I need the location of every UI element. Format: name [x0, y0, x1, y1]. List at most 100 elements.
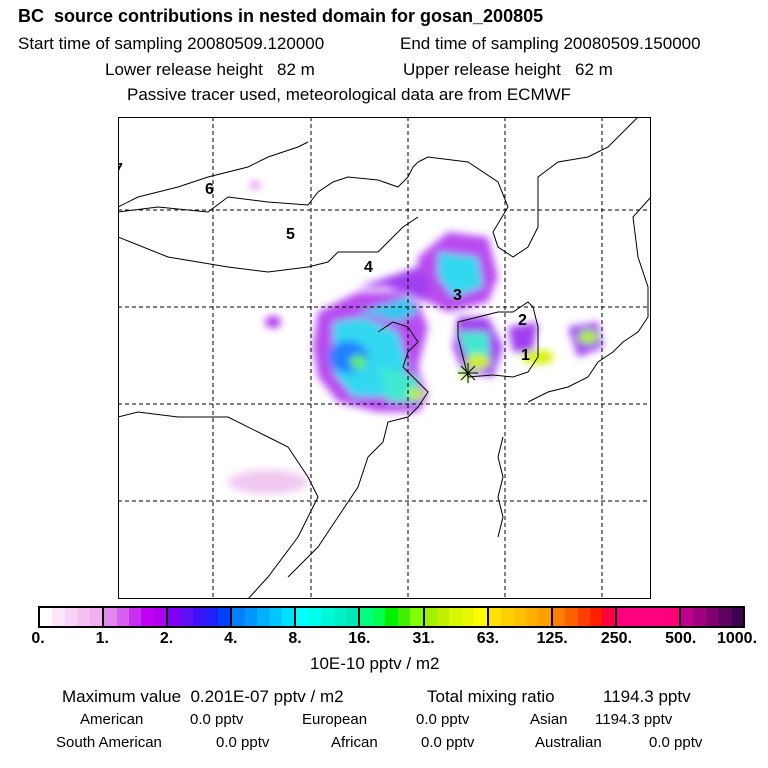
colorbar-segment — [168, 608, 233, 626]
colorbar-swatch — [565, 608, 578, 626]
receptor-asterisk-icon — [458, 363, 478, 383]
colorbar-swatch — [244, 608, 258, 626]
colorbar-swatch — [346, 608, 359, 626]
colorbar-unit: 10E-10 pptv / m2 — [310, 654, 440, 673]
colorbar-swatch — [410, 608, 423, 626]
colorbar-swatch — [116, 608, 129, 626]
colorbar-swatch — [168, 608, 181, 626]
region-name: American — [80, 711, 144, 728]
colorbar-swatch — [705, 608, 719, 626]
day-label-5: 5 — [286, 226, 295, 243]
colorbar-segment — [232, 608, 297, 626]
colorbar-segment — [360, 608, 425, 626]
colorbar-swatch — [449, 608, 462, 626]
colorbar-swatch — [232, 608, 245, 626]
colorbar-swatch — [525, 608, 539, 626]
region-name: European — [302, 711, 368, 728]
colorbar-segment — [680, 608, 744, 626]
figure-title: BC source contributions in nested domain… — [18, 6, 544, 26]
colorbar-swatch — [641, 608, 655, 626]
region-value: 0.0 pptv — [649, 734, 703, 751]
colorbar-swatch — [308, 608, 322, 626]
colorbar-swatch — [321, 608, 334, 626]
day-label-1: 1 — [521, 347, 530, 364]
coastlines — [118, 117, 651, 599]
colorbar-tick-label: 8. — [288, 630, 302, 647]
colorbar-segment — [296, 608, 361, 626]
colorbar-swatch — [205, 608, 218, 626]
colorbar-swatch — [372, 608, 386, 626]
colorbar-segment — [488, 608, 553, 626]
map-panel: 1 2 3 4 5 6 7 — [118, 117, 651, 599]
colorbar-swatch — [693, 608, 706, 626]
colorbar-tick-label: 1. — [95, 630, 109, 647]
max-value: Maximum value 0.201E-07 pptv / m2 — [62, 687, 344, 706]
colorbar-swatch — [629, 608, 642, 626]
day-label-4: 4 — [364, 259, 373, 276]
colorbar-segment — [104, 608, 169, 626]
colorbar-swatch — [654, 608, 667, 626]
region-value: 0.0 pptv — [216, 734, 270, 751]
colorbar-swatch — [128, 608, 142, 626]
colorbar-swatch — [333, 608, 347, 626]
colorbar-tick-label: 63. — [476, 630, 500, 647]
colorbar-swatch — [501, 608, 514, 626]
region-value: 0.0 pptv — [416, 711, 470, 728]
upper-release-height: Upper release height 62 m — [403, 60, 613, 79]
colorbar-swatch — [666, 608, 679, 626]
tracer-note: Passive tracer used, meteorological data… — [127, 85, 572, 104]
colorbar-swatch — [602, 608, 615, 626]
colorbar-swatch — [193, 608, 206, 626]
colorbar-swatch — [513, 608, 526, 626]
day-label-3: 3 — [453, 287, 462, 304]
colorbar-swatch — [436, 608, 450, 626]
region-value: 0.0 pptv — [190, 711, 244, 728]
map-frame — [118, 117, 651, 599]
colorbar-segment — [552, 608, 617, 626]
colorbar-segment — [40, 608, 105, 626]
day-label-7: 7 — [118, 161, 123, 178]
day-label-2: 2 — [518, 312, 527, 329]
grid — [118, 117, 651, 599]
colorbar-tick-label: 31. — [412, 630, 435, 647]
colorbar-tick-label: 16. — [348, 630, 371, 647]
total-value: 1194.3 pptv — [603, 687, 691, 706]
colorbar-swatch — [616, 608, 630, 626]
colorbar-swatch — [296, 608, 309, 626]
start-time: Start time of sampling 20080509.120000 — [18, 34, 325, 53]
colorbar-swatch — [141, 608, 154, 626]
colorbar-segment — [616, 608, 681, 626]
colorbar-swatch — [680, 608, 694, 626]
region-name: Australian — [535, 734, 602, 751]
colorbar-tick-label: 1000. — [716, 630, 758, 647]
colorbar-swatch — [538, 608, 551, 626]
colorbar-swatch — [89, 608, 103, 626]
colorbar-swatch — [424, 608, 437, 626]
colorbar — [38, 606, 745, 628]
colorbar-swatch — [217, 608, 231, 626]
end-time: End time of sampling 20080509.150000 — [400, 34, 701, 53]
colorbar-tick-label: 0. — [31, 630, 45, 647]
region-value: 1194.3 pptv — [595, 711, 673, 728]
colorbar-swatch — [552, 608, 566, 626]
colorbar-swatch — [52, 608, 65, 626]
colorbar-swatch — [269, 608, 282, 626]
colorbar-tick-label: 500. — [665, 630, 697, 647]
colorbar-swatch — [397, 608, 411, 626]
colorbar-tick-label: 2. — [159, 630, 174, 647]
colorbar-swatch — [77, 608, 90, 626]
colorbar-swatch — [590, 608, 603, 626]
region-value: 0.0 pptv — [421, 734, 475, 751]
region-name: African — [331, 734, 378, 751]
colorbar-swatch — [40, 608, 53, 626]
colorbar-swatch — [577, 608, 591, 626]
colorbar-swatch — [474, 608, 487, 626]
colorbar-segment — [424, 608, 489, 626]
colorbar-swatch — [488, 608, 502, 626]
colorbar-swatch — [281, 608, 295, 626]
day-label-6: 6 — [205, 181, 214, 198]
colorbar-tick-label: 250. — [600, 630, 633, 647]
colorbar-swatch — [153, 608, 167, 626]
colorbar-swatch — [718, 608, 731, 626]
